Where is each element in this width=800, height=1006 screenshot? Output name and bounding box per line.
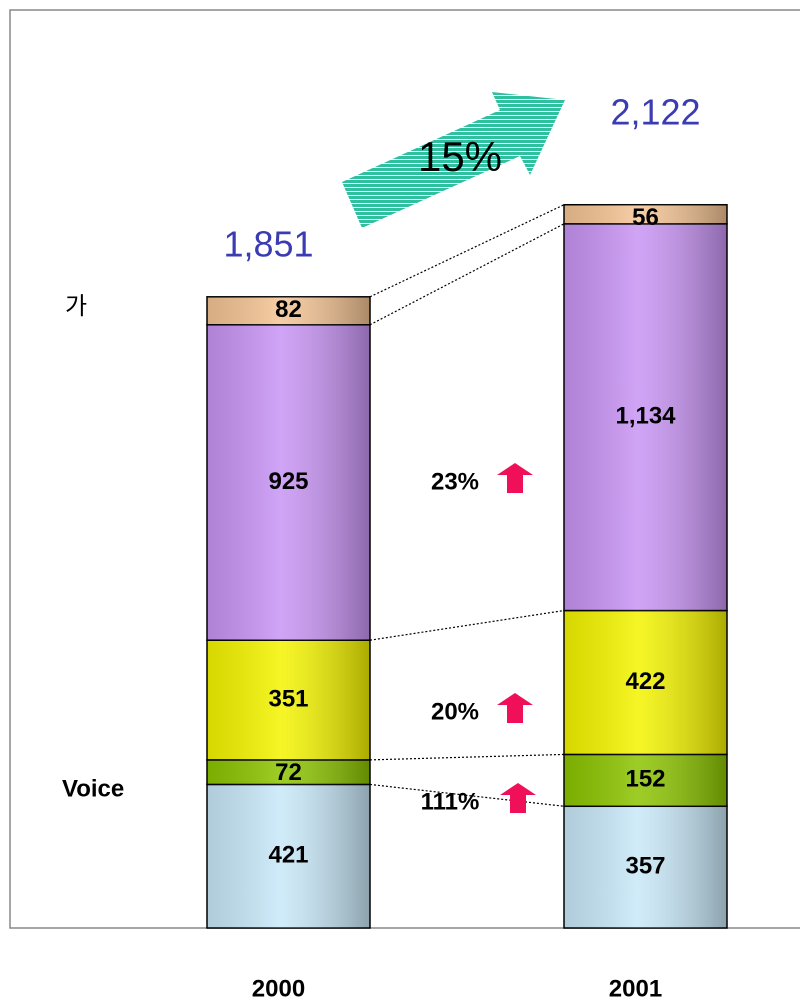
segment-label: 82 [275, 296, 302, 323]
bar-shade [207, 784, 370, 928]
annotation: 23% [431, 468, 479, 495]
bar-shade [207, 759, 370, 785]
connector [369, 783, 565, 807]
segment-label: 152 [625, 766, 665, 793]
total-label: 1,851 [223, 223, 313, 264]
connector [369, 204, 565, 298]
up-arrow [497, 693, 533, 723]
frame [9, 9, 800, 929]
annotation: 20% [431, 698, 479, 725]
total-label: 2,122 [610, 91, 700, 132]
segment-label: 925 [268, 468, 308, 495]
segment-label: 1,134 [615, 403, 676, 430]
x-tick-label: 2000 [252, 975, 305, 1002]
connector [369, 223, 565, 326]
series-label: Voice [62, 775, 124, 802]
up-arrow [500, 783, 536, 813]
segment-label: 56 [632, 204, 659, 231]
bar-shade [564, 806, 727, 928]
segment-label: 351 [268, 685, 308, 712]
connector [369, 753, 565, 761]
growth-arrow [342, 92, 565, 228]
bar-shade [207, 324, 370, 641]
bar-shade [564, 204, 727, 224]
segment-label: 357 [625, 852, 665, 879]
segment-label: 72 [275, 759, 302, 786]
connector [369, 609, 565, 641]
bar-shade [564, 610, 727, 755]
annotation: 15% [418, 133, 502, 180]
bar-shade [564, 223, 727, 611]
bar-shade [207, 296, 370, 325]
series-label: 가 [65, 293, 87, 320]
up-arrow [497, 463, 533, 493]
segment-label: 422 [625, 668, 665, 695]
annotation: 111% [421, 788, 480, 815]
x-tick-label: 2001 [609, 975, 662, 1002]
bar-shade [207, 640, 370, 760]
segment-label: 421 [268, 842, 308, 869]
bar-shade [564, 754, 727, 807]
